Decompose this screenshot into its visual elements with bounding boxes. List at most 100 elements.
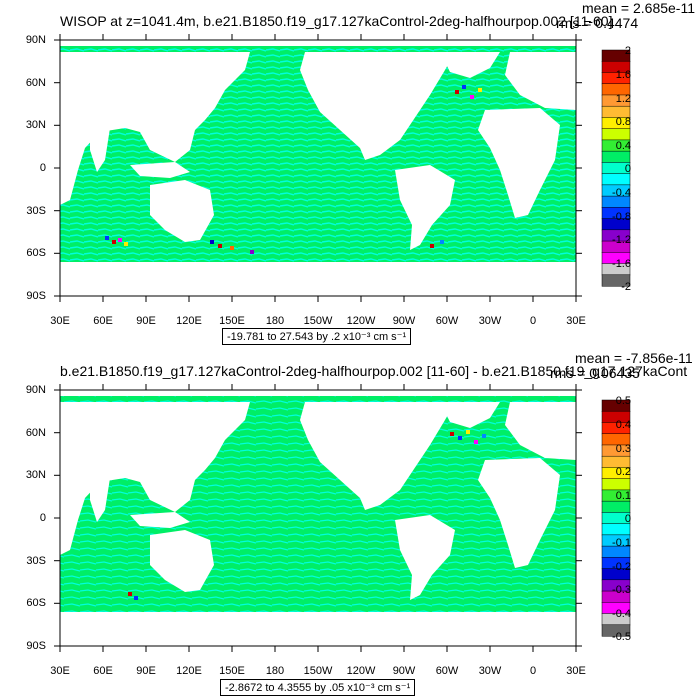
lon-label: 150E: [219, 665, 245, 677]
colorbar-label: 0.1: [615, 490, 631, 502]
lat-label: 30S: [26, 205, 46, 217]
lat-label: 60S: [26, 597, 46, 609]
land-africa: [478, 458, 560, 568]
land-india: [90, 478, 110, 522]
lat-label: 30S: [26, 555, 46, 567]
colorbar-label: 2: [624, 45, 631, 57]
colorbar-label: -0.4: [612, 187, 631, 199]
lat-label: 30N: [25, 469, 46, 481]
colorbar-swatch: [601, 624, 631, 637]
colorbar-label: 0: [624, 163, 631, 175]
contour-range-label: -2.8672 to 4.3555 by .05 x10⁻³ cm s⁻¹: [220, 679, 416, 696]
lon-label: 30E: [50, 315, 70, 327]
lon-label: 120W: [346, 315, 376, 327]
contour-range-label: -19.781 to 27.543 by .2 x10⁻³ cm s⁻¹: [222, 328, 412, 345]
colorbar-label: -0.1: [612, 537, 631, 549]
land-asia: [60, 52, 250, 205]
lon-label: 30E: [566, 315, 586, 327]
lon-label: 30E: [50, 665, 70, 677]
land-north-america: [300, 52, 455, 160]
lon-label: 150W: [303, 315, 333, 327]
colorbar-swatch: [601, 173, 631, 186]
colorbar-label: 0.5: [615, 395, 631, 407]
lon-label: 120E: [176, 315, 202, 327]
land-south-america: [395, 515, 455, 600]
map-panel-1: WISOP at z=1041.4m, b.e21.B1850.f19_g17.…: [25, 0, 695, 345]
lon-label: 60E: [93, 665, 113, 677]
colorbar-label: -1.2: [612, 234, 631, 246]
colorbar-label: 1.6: [615, 69, 631, 81]
lon-label: 30W: [478, 315, 502, 327]
lat-label: 0: [39, 512, 46, 524]
mean-label: mean = -7.856e-11: [575, 350, 693, 366]
colorbar-label: -0.3: [612, 584, 631, 596]
lon-label: 30E: [566, 665, 586, 677]
colorbar-label: 0: [624, 513, 631, 525]
lon-label: 180: [265, 665, 285, 677]
mean-label: mean = 2.685e-11: [582, 0, 695, 16]
colorbar-swatch: [601, 500, 631, 513]
land-europe: [505, 52, 576, 110]
panel-title: b.e21.B1850.f19_g17.127kaControl-2deg-ha…: [60, 363, 688, 379]
north-atlantic-anomalies: [128, 430, 486, 600]
arctic-land: [60, 40, 576, 46]
lon-label: 120E: [176, 665, 202, 677]
land-antarctica: [60, 612, 576, 646]
colorbar-label: -1.6: [612, 258, 631, 270]
colorbar-label: -0.8: [612, 211, 631, 223]
colorbar-label: -0.5: [612, 631, 631, 643]
land-australia: [150, 530, 214, 592]
colorbar-label: 1.2: [615, 93, 631, 105]
lon-label: 90E: [136, 315, 156, 327]
land-south-america: [395, 165, 455, 250]
lat-label: 90N: [25, 384, 46, 396]
arctic-land: [60, 390, 576, 396]
lon-label: 120W: [346, 665, 376, 677]
rms-label: rms = 0.06435: [550, 365, 640, 381]
lon-label: 150W: [303, 665, 333, 677]
lon-label: 90W: [392, 315, 416, 327]
lon-label: 60W: [435, 315, 459, 327]
land-australia: [150, 180, 214, 242]
lon-label: 60E: [93, 315, 113, 327]
colorbar-label: 0.3: [615, 443, 631, 455]
land-asia: [60, 402, 250, 555]
rms-label: rms = 0.4474: [556, 15, 639, 31]
land-antarctica: [60, 262, 576, 296]
lat-label: 60N: [25, 77, 46, 89]
colorbar-swatch: [601, 274, 631, 287]
lon-label: 90W: [392, 665, 416, 677]
axis-ticks: [54, 384, 582, 652]
land-india: [90, 128, 110, 172]
lon-label: 180: [265, 315, 285, 327]
map-panel-2: b.e21.B1850.f19_g17.127kaControl-2deg-ha…: [0, 350, 700, 700]
lon-label: 60W: [435, 665, 459, 677]
panel-title: WISOP at z=1041.4m, b.e21.B1850.f19_g17.…: [60, 13, 613, 29]
colorbar: [601, 49, 631, 287]
land-europe: [505, 402, 576, 460]
lat-label: 90S: [26, 290, 46, 302]
lat-label: 0: [39, 162, 46, 174]
lat-label: 30N: [25, 119, 46, 131]
axis-ticks: [54, 34, 582, 302]
lon-label: 90E: [136, 665, 156, 677]
lat-label: 90S: [26, 640, 46, 652]
map-plot: [54, 34, 631, 302]
land-africa: [478, 108, 560, 218]
lon-label: 0: [529, 665, 537, 677]
lat-label: 60S: [26, 247, 46, 259]
lon-label: 0: [529, 315, 537, 327]
lat-label: 90N: [25, 34, 46, 46]
lon-label: 30W: [478, 665, 502, 677]
colorbar-swatch: [601, 478, 631, 491]
colorbar-swatch: [601, 150, 631, 163]
colorbar-swatch: [601, 523, 631, 536]
colorbar-label: 0.8: [615, 116, 631, 128]
map-plot: [54, 384, 631, 652]
colorbar-swatch: [601, 128, 631, 141]
lat-label: 60N: [25, 427, 46, 439]
colorbar-label: -0.4: [612, 608, 631, 620]
land-north-america: [300, 402, 455, 510]
colorbar-label: 0.4: [615, 419, 631, 431]
lon-label: 150E: [219, 315, 245, 327]
